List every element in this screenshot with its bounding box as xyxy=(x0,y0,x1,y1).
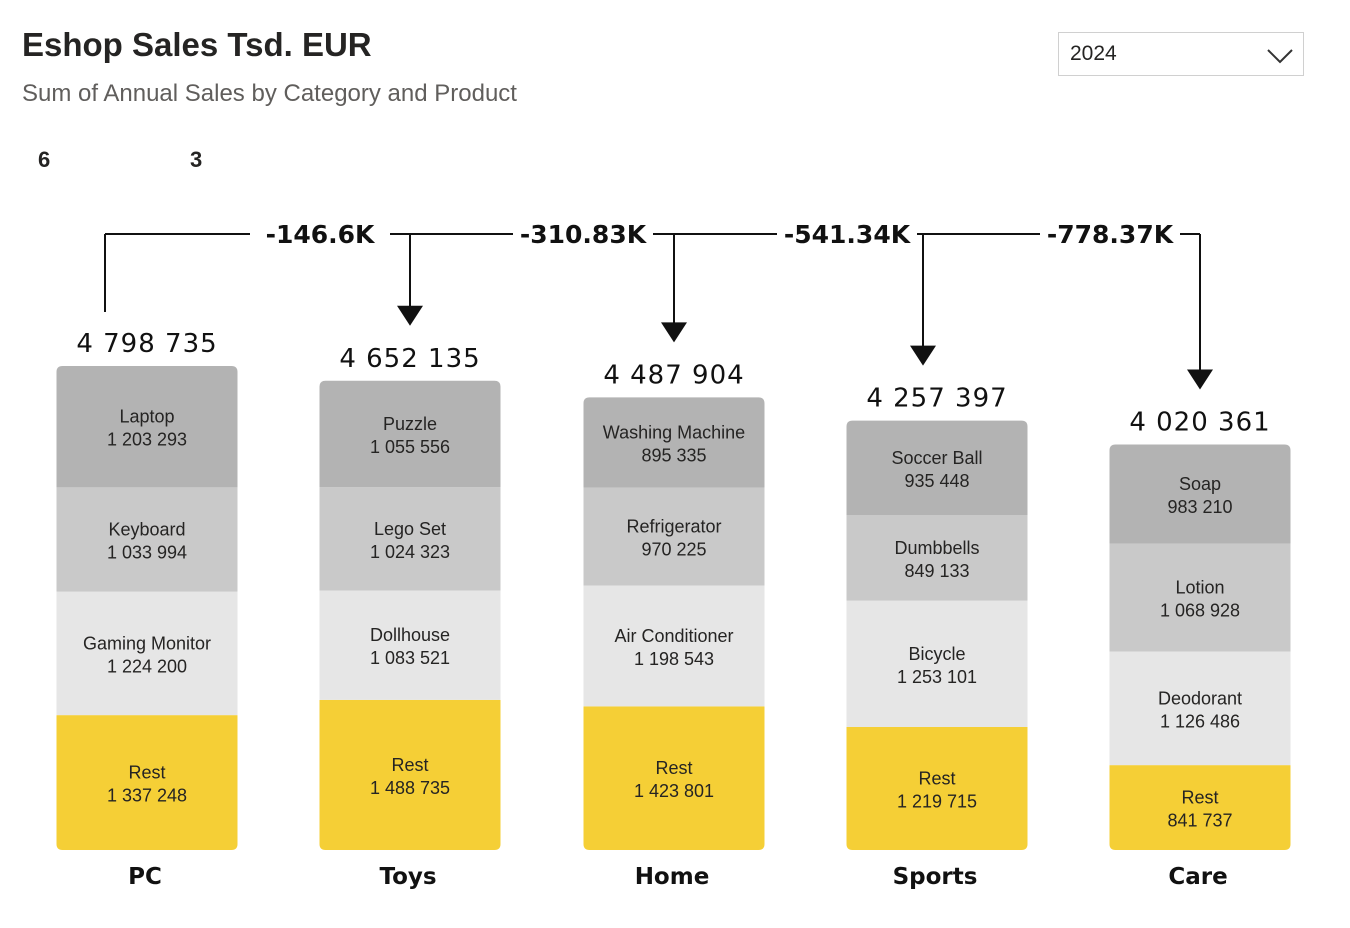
bar-segment xyxy=(1109,444,1291,544)
difference-label: -778.37K xyxy=(1047,220,1175,249)
bar-segment xyxy=(319,699,501,850)
down-arrow-icon xyxy=(910,345,936,366)
segment-value-label: 1 126 486 xyxy=(1160,711,1240,731)
segment-value-label: 1 488 735 xyxy=(370,778,450,798)
category-label: Home xyxy=(635,864,710,890)
segment-value-label: 1 033 994 xyxy=(107,543,187,563)
down-arrow-icon xyxy=(397,305,423,326)
segment-value-label: 970 225 xyxy=(641,540,706,560)
total-label: 4 798 735 xyxy=(76,329,217,359)
segment-name-label: Keyboard xyxy=(108,520,185,540)
segment-name-label: Dumbbells xyxy=(894,538,979,558)
page-subtitle: Sum of Annual Sales by Category and Prod… xyxy=(22,80,517,107)
total-label: 4 487 904 xyxy=(603,360,744,390)
segment-name-label: Bicycle xyxy=(908,644,965,664)
segment-name-label: Soccer Ball xyxy=(891,448,982,468)
kpi-value-2: 3 xyxy=(190,147,203,172)
bar-segment xyxy=(56,591,238,716)
segment-value-label: 1 024 323 xyxy=(370,542,450,562)
bar-segment xyxy=(319,590,501,700)
segment-name-label: Lotion xyxy=(1175,578,1224,598)
total-label: 4 020 361 xyxy=(1129,408,1270,438)
segment-value-label: 1 219 715 xyxy=(897,791,977,811)
bar-segment xyxy=(583,397,765,488)
difference-label-bg xyxy=(250,218,390,250)
bar-segment xyxy=(56,715,238,850)
segment-name-label: Rest xyxy=(1181,788,1218,808)
difference-label: -541.34K xyxy=(784,220,912,249)
segment-value-label: 849 133 xyxy=(904,561,969,581)
segment-value-label: 841 737 xyxy=(1167,811,1232,831)
segment-value-label: 935 448 xyxy=(904,471,969,491)
segment-name-label: Deodorant xyxy=(1158,688,1242,708)
segment-value-label: 1 068 928 xyxy=(1160,601,1240,621)
kpi-value-1: 6 xyxy=(38,147,51,172)
bar-segment xyxy=(583,706,765,850)
total-label: 4 652 135 xyxy=(339,344,480,374)
category-label: Care xyxy=(1168,864,1227,890)
year-dropdown-value: 2024 xyxy=(1070,42,1117,65)
difference-label: -146.6K xyxy=(266,220,376,249)
bar-segment xyxy=(583,487,765,586)
total-label: 4 257 397 xyxy=(866,384,1007,414)
segment-value-label: 1 198 543 xyxy=(634,649,714,669)
segment-name-label: Dollhouse xyxy=(370,625,450,645)
segment-value-label: 1 337 248 xyxy=(107,786,187,806)
segment-name-label: Refrigerator xyxy=(626,517,721,537)
bar-segment xyxy=(583,585,765,707)
segment-name-label: Puzzle xyxy=(383,414,437,434)
down-arrow-icon xyxy=(661,322,687,343)
segment-name-label: Air Conditioner xyxy=(614,626,733,646)
bar-segment xyxy=(56,365,238,488)
bar-segment xyxy=(846,726,1028,850)
segment-value-label: 1 203 293 xyxy=(107,430,187,450)
difference-label: -310.83K xyxy=(520,220,648,249)
segment-name-label: Rest xyxy=(391,755,428,775)
difference-label-bg xyxy=(513,218,653,250)
segment-name-label: Gaming Monitor xyxy=(83,633,211,653)
category-label: PC xyxy=(128,864,162,890)
segment-name-label: Rest xyxy=(128,763,165,783)
segment-value-label: 895 335 xyxy=(641,446,706,466)
segment-name-label: Rest xyxy=(918,768,955,788)
page-title: Eshop Sales Tsd. EUR xyxy=(22,26,372,63)
segment-value-label: 1 083 521 xyxy=(370,648,450,668)
year-dropdown[interactable]: 2024 xyxy=(1058,32,1304,76)
segment-name-label: Rest xyxy=(655,758,692,778)
difference-label-bg xyxy=(777,218,917,250)
bar-segment xyxy=(846,600,1028,727)
segment-value-label: 1 055 556 xyxy=(370,437,450,457)
segment-value-label: 1 224 200 xyxy=(107,656,187,676)
difference-label-bg xyxy=(1040,218,1180,250)
chevron-down-icon xyxy=(1267,49,1293,64)
bar-segment xyxy=(846,420,1028,515)
bar-segment xyxy=(1109,543,1291,652)
segment-name-label: Lego Set xyxy=(374,519,446,539)
bar-segment xyxy=(846,514,1028,601)
segment-value-label: 1 423 801 xyxy=(634,781,714,801)
category-label: Sports xyxy=(893,864,978,890)
segment-value-label: 1 253 101 xyxy=(897,667,977,687)
bar-segment xyxy=(1109,651,1291,766)
bar-segment xyxy=(56,487,238,592)
segment-value-label: 983 210 xyxy=(1167,497,1232,517)
bar-segment xyxy=(1109,765,1291,850)
category-label: Toys xyxy=(379,864,436,890)
bar-segment xyxy=(319,380,501,488)
segment-name-label: Soap xyxy=(1179,474,1221,494)
bar-segment xyxy=(319,487,501,591)
segment-name-label: Washing Machine xyxy=(603,423,745,443)
segment-name-label: Laptop xyxy=(119,407,174,427)
down-arrow-icon xyxy=(1187,369,1213,390)
